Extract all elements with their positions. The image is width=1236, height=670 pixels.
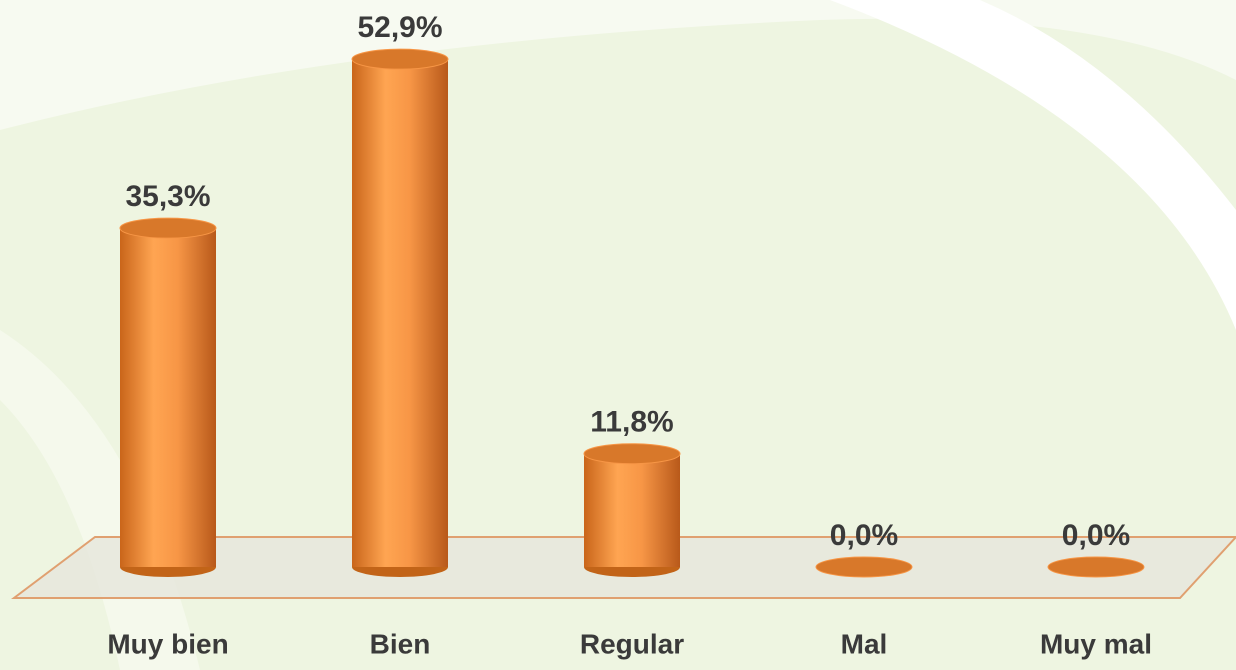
x-tick-label: Mal	[841, 628, 888, 659]
value-label: 11,8%	[590, 406, 673, 439]
bar-body	[120, 228, 216, 567]
bar-top	[351, 48, 449, 70]
bar-top	[1047, 556, 1145, 578]
bar-top	[815, 556, 913, 578]
x-tick-label: Regular	[580, 628, 684, 659]
value-label: 0,0%	[830, 519, 898, 552]
bar	[815, 556, 913, 578]
bar-body	[584, 453, 680, 567]
bar	[119, 217, 217, 577]
value-label: 35,3%	[125, 180, 210, 213]
bar	[1047, 556, 1145, 578]
bar-top	[119, 217, 217, 239]
bar-top	[583, 443, 681, 465]
background-swoosh	[0, 0, 1236, 130]
bar	[583, 443, 681, 577]
x-tick-label: Muy bien	[107, 628, 228, 659]
bar	[351, 48, 449, 577]
value-label: 0,0%	[1062, 519, 1130, 552]
x-tick-label: Bien	[370, 628, 431, 659]
value-label: 52,9%	[357, 11, 442, 44]
background-swoosh	[830, 0, 1236, 330]
x-tick-label: Muy mal	[1040, 628, 1152, 659]
bar-body	[352, 59, 448, 567]
